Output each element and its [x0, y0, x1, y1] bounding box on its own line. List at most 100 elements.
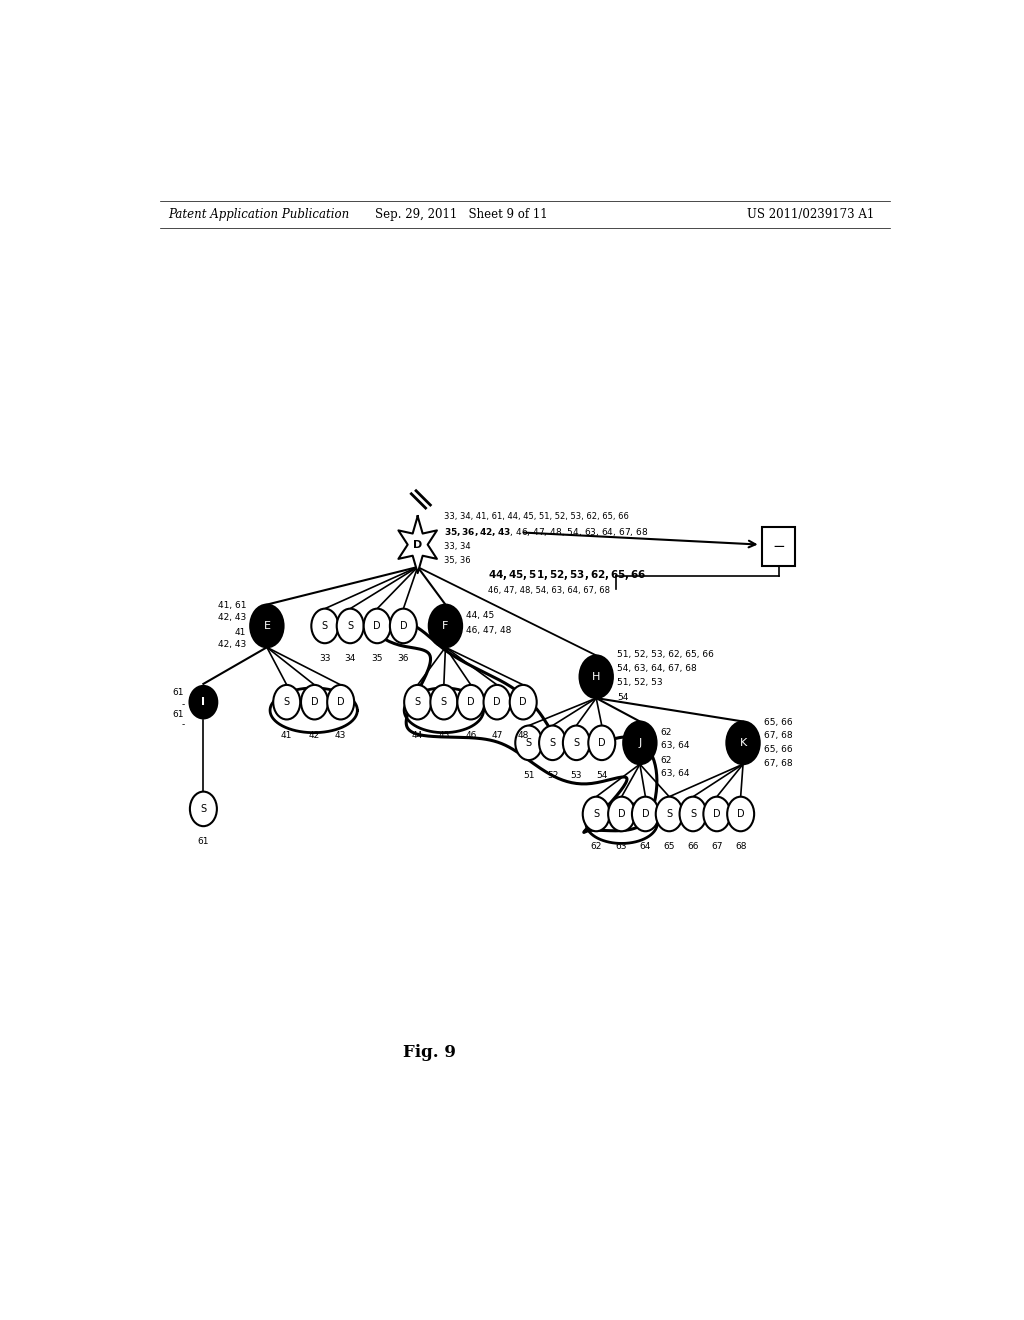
Circle shape [703, 797, 730, 832]
Text: 41: 41 [281, 731, 293, 739]
Text: 42: 42 [309, 731, 321, 739]
Text: 54: 54 [596, 771, 607, 780]
Circle shape [328, 685, 354, 719]
Text: E: E [263, 620, 270, 631]
Text: 54, 63, 64, 67, 68: 54, 63, 64, 67, 68 [616, 664, 696, 673]
Text: K: K [739, 738, 746, 748]
Circle shape [429, 605, 462, 647]
Text: D: D [494, 697, 501, 708]
Text: D: D [642, 809, 649, 818]
Text: 47: 47 [492, 731, 503, 739]
Text: S: S [525, 738, 531, 748]
Text: 67: 67 [711, 842, 723, 851]
Text: 54: 54 [616, 693, 629, 702]
Text: 41, 61: 41, 61 [218, 601, 246, 610]
Circle shape [337, 609, 364, 643]
Text: 61: 61 [198, 837, 209, 846]
Text: S: S [440, 697, 446, 708]
Text: D: D [337, 697, 344, 708]
Circle shape [608, 797, 635, 832]
Text: S: S [322, 620, 328, 631]
Text: 48: 48 [517, 731, 529, 739]
Text: H: H [592, 672, 600, 681]
Text: 65, 66: 65, 66 [764, 718, 793, 727]
Text: D: D [310, 697, 318, 708]
Circle shape [580, 656, 613, 698]
Circle shape [588, 726, 615, 760]
Text: S: S [593, 809, 599, 818]
Circle shape [390, 609, 417, 643]
Text: 33: 33 [319, 655, 331, 664]
Text: 51, 52, 53: 51, 52, 53 [616, 678, 663, 688]
Text: 35, 36: 35, 36 [443, 557, 470, 565]
Text: D: D [617, 809, 626, 818]
Circle shape [726, 722, 760, 764]
Circle shape [539, 726, 566, 760]
Circle shape [563, 726, 590, 760]
Circle shape [655, 797, 683, 832]
Text: S: S [201, 804, 207, 814]
Text: D: D [713, 809, 721, 818]
Text: D: D [399, 620, 408, 631]
Text: S: S [550, 738, 556, 748]
Text: 64: 64 [640, 842, 651, 851]
Text: 68: 68 [735, 842, 746, 851]
Circle shape [311, 609, 338, 643]
Text: 51, 52, 53, 62, 65, 66: 51, 52, 53, 62, 65, 66 [616, 649, 714, 659]
Text: D: D [737, 809, 744, 818]
Circle shape [458, 685, 484, 719]
Circle shape [364, 609, 391, 643]
Circle shape [583, 797, 609, 832]
Text: 67, 68: 67, 68 [764, 731, 793, 741]
Text: Patent Application Publication: Patent Application Publication [168, 207, 349, 220]
Text: 34: 34 [344, 655, 356, 664]
Text: S: S [415, 697, 421, 708]
Circle shape [301, 685, 328, 719]
Circle shape [727, 797, 754, 832]
Text: 46, 47, 48, 54, 63, 64, 67, 68: 46, 47, 48, 54, 63, 64, 67, 68 [487, 586, 609, 595]
Text: 62: 62 [660, 755, 672, 764]
Text: 51: 51 [523, 771, 535, 780]
Text: 61: 61 [173, 710, 184, 719]
Circle shape [510, 685, 537, 719]
Text: S: S [573, 738, 580, 748]
Text: D: D [467, 697, 475, 708]
Ellipse shape [189, 686, 217, 718]
Text: 63, 64: 63, 64 [660, 768, 689, 777]
Text: S: S [347, 620, 353, 631]
Circle shape [273, 685, 300, 719]
Bar [762, 528, 796, 566]
Circle shape [515, 726, 543, 760]
Text: S: S [667, 809, 673, 818]
Text: 65, 66: 65, 66 [764, 746, 793, 755]
Text: 33, 34: 33, 34 [443, 543, 470, 552]
Text: S: S [690, 809, 696, 818]
Text: -: - [181, 719, 184, 729]
Text: 65: 65 [664, 842, 675, 851]
Text: J: J [638, 738, 641, 748]
Text: US 2011/0239173 A1: US 2011/0239173 A1 [748, 207, 874, 220]
Text: D: D [519, 697, 527, 708]
Text: 63, 64: 63, 64 [660, 742, 689, 750]
Text: D: D [413, 540, 422, 549]
Text: F: F [442, 620, 449, 631]
Text: 62: 62 [660, 729, 672, 737]
Circle shape [624, 722, 656, 764]
Text: 41: 41 [234, 627, 246, 636]
Circle shape [680, 797, 707, 832]
Circle shape [430, 685, 458, 719]
Text: −: − [772, 539, 785, 554]
Text: Sep. 29, 2011   Sheet 9 of 11: Sep. 29, 2011 Sheet 9 of 11 [375, 207, 548, 220]
Text: 43: 43 [335, 731, 346, 739]
Circle shape [250, 605, 284, 647]
Text: 52: 52 [547, 771, 558, 780]
Text: 35: 35 [372, 655, 383, 664]
Text: D: D [374, 620, 381, 631]
Text: 42, 43: 42, 43 [218, 640, 246, 648]
Text: 45: 45 [438, 731, 450, 739]
Text: $\mathbf{44, 45, 51, 52, 53, 62, 65, 66}$: $\mathbf{44, 45, 51, 52, 53, 62, 65, 66}… [487, 568, 646, 582]
Text: 63: 63 [615, 842, 628, 851]
Text: 44: 44 [412, 731, 423, 739]
Text: Fig. 9: Fig. 9 [403, 1044, 456, 1061]
Text: 61: 61 [173, 688, 184, 697]
